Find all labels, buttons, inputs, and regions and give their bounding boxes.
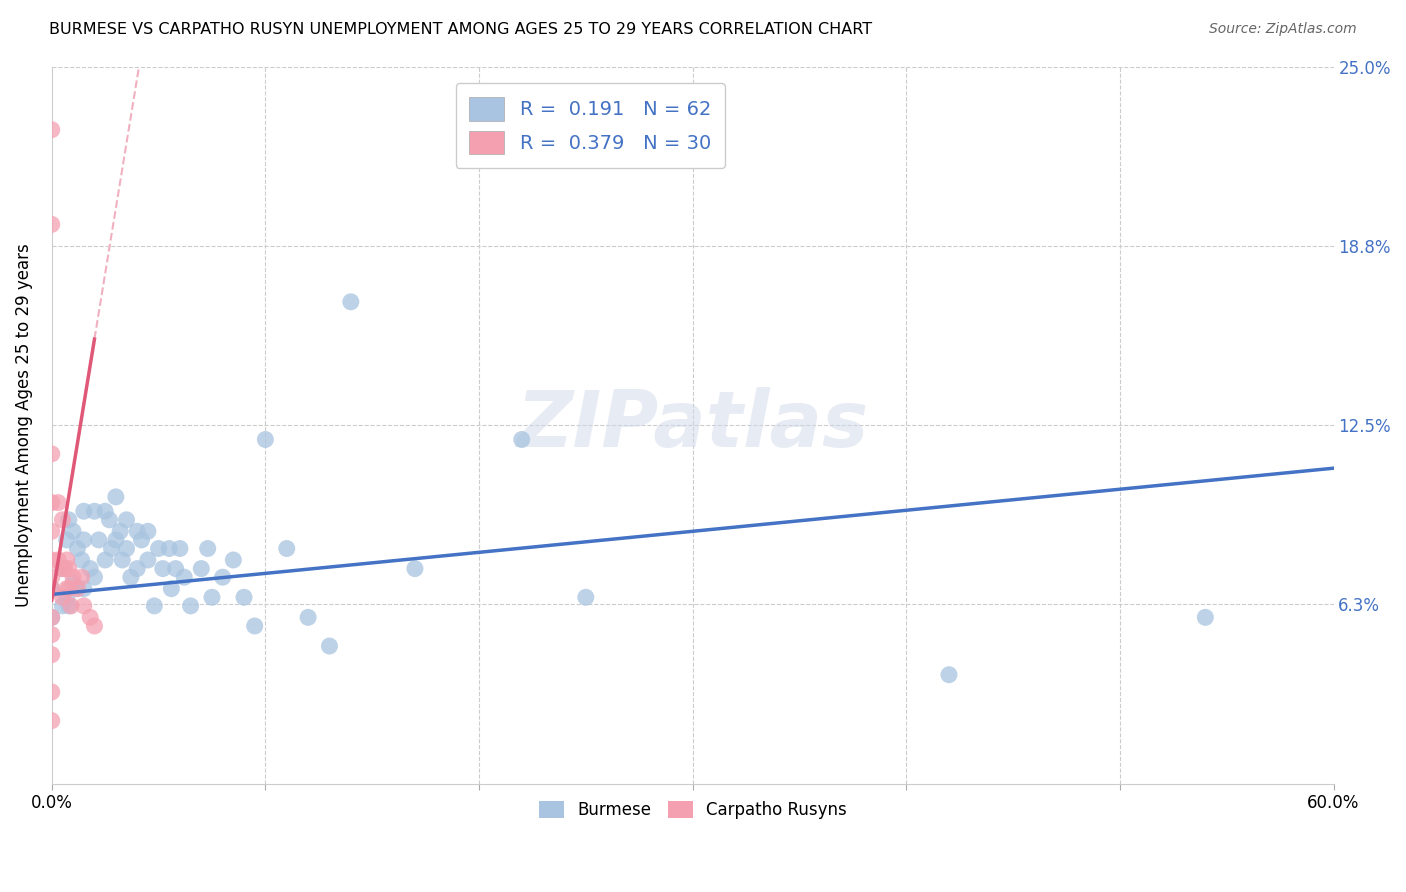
Point — [79, 561, 101, 575]
Point — [575, 591, 598, 605]
Point — [83, 504, 105, 518]
Point — [41, 714, 63, 728]
Point — [233, 591, 256, 605]
Point — [143, 599, 166, 613]
Point — [938, 667, 960, 681]
Point — [108, 524, 131, 539]
Point — [127, 561, 149, 575]
Point — [46, 495, 69, 509]
Text: ZIPatlas: ZIPatlas — [516, 387, 869, 463]
Point — [173, 570, 195, 584]
Point — [94, 553, 117, 567]
Point — [510, 433, 533, 447]
Point — [136, 553, 159, 567]
Point — [73, 504, 96, 518]
Point — [115, 513, 138, 527]
Point — [41, 447, 63, 461]
Point — [222, 553, 245, 567]
Point — [197, 541, 219, 556]
Point — [297, 610, 319, 624]
Point — [58, 582, 80, 596]
Point — [104, 490, 127, 504]
Point — [148, 541, 170, 556]
Point — [87, 533, 110, 547]
Point — [83, 619, 105, 633]
Point — [160, 582, 183, 596]
Point — [51, 561, 73, 575]
Point — [201, 591, 224, 605]
Point — [127, 524, 149, 539]
Legend: Burmese, Carpatho Rusyns: Burmese, Carpatho Rusyns — [531, 794, 853, 826]
Point — [120, 570, 142, 584]
Point — [243, 619, 266, 633]
Point — [58, 561, 80, 575]
Point — [190, 561, 212, 575]
Point — [318, 639, 340, 653]
Point — [41, 685, 63, 699]
Point — [73, 599, 96, 613]
Point — [131, 533, 153, 547]
Point — [41, 218, 63, 232]
Point — [340, 294, 363, 309]
Point — [73, 533, 96, 547]
Point — [1194, 610, 1216, 624]
Point — [98, 513, 121, 527]
Point — [53, 561, 76, 575]
Point — [70, 570, 93, 584]
Point — [41, 610, 63, 624]
Point — [41, 553, 63, 567]
Text: BURMESE VS CARPATHO RUSYN UNEMPLOYMENT AMONG AGES 25 TO 29 YEARS CORRELATION CHA: BURMESE VS CARPATHO RUSYN UNEMPLOYMENT A… — [49, 22, 872, 37]
Point — [180, 599, 202, 613]
Point — [41, 627, 63, 641]
Point — [83, 570, 105, 584]
Point — [58, 599, 80, 613]
Point — [55, 553, 77, 567]
Point — [73, 582, 96, 596]
Point — [62, 570, 84, 584]
Point — [94, 504, 117, 518]
Point — [111, 553, 134, 567]
Point — [169, 541, 191, 556]
Point — [66, 582, 89, 596]
Point — [58, 513, 80, 527]
Point — [152, 561, 174, 575]
Point — [165, 561, 187, 575]
Y-axis label: Unemployment Among Ages 25 to 29 years: Unemployment Among Ages 25 to 29 years — [15, 244, 32, 607]
Point — [51, 591, 73, 605]
Point — [46, 553, 69, 567]
Point — [41, 610, 63, 624]
Point — [41, 648, 63, 662]
Point — [62, 524, 84, 539]
Point — [66, 582, 89, 596]
Point — [51, 513, 73, 527]
Point — [51, 561, 73, 575]
Point — [100, 541, 122, 556]
Point — [404, 561, 426, 575]
Point — [157, 541, 180, 556]
Point — [41, 495, 63, 509]
Point — [104, 533, 127, 547]
Point — [41, 122, 63, 136]
Point — [55, 533, 77, 547]
Text: Source: ZipAtlas.com: Source: ZipAtlas.com — [1209, 22, 1357, 37]
Point — [136, 524, 159, 539]
Point — [59, 599, 82, 613]
Point — [51, 599, 73, 613]
Point — [62, 576, 84, 591]
Point — [41, 570, 63, 584]
Point — [79, 610, 101, 624]
Point — [276, 541, 298, 556]
Point — [66, 541, 89, 556]
Point — [41, 582, 63, 596]
Point — [115, 541, 138, 556]
Point — [41, 524, 63, 539]
Point — [55, 582, 77, 596]
Point — [211, 570, 233, 584]
Point — [55, 591, 77, 605]
Point — [254, 433, 277, 447]
Point — [70, 553, 93, 567]
Point — [41, 582, 63, 596]
